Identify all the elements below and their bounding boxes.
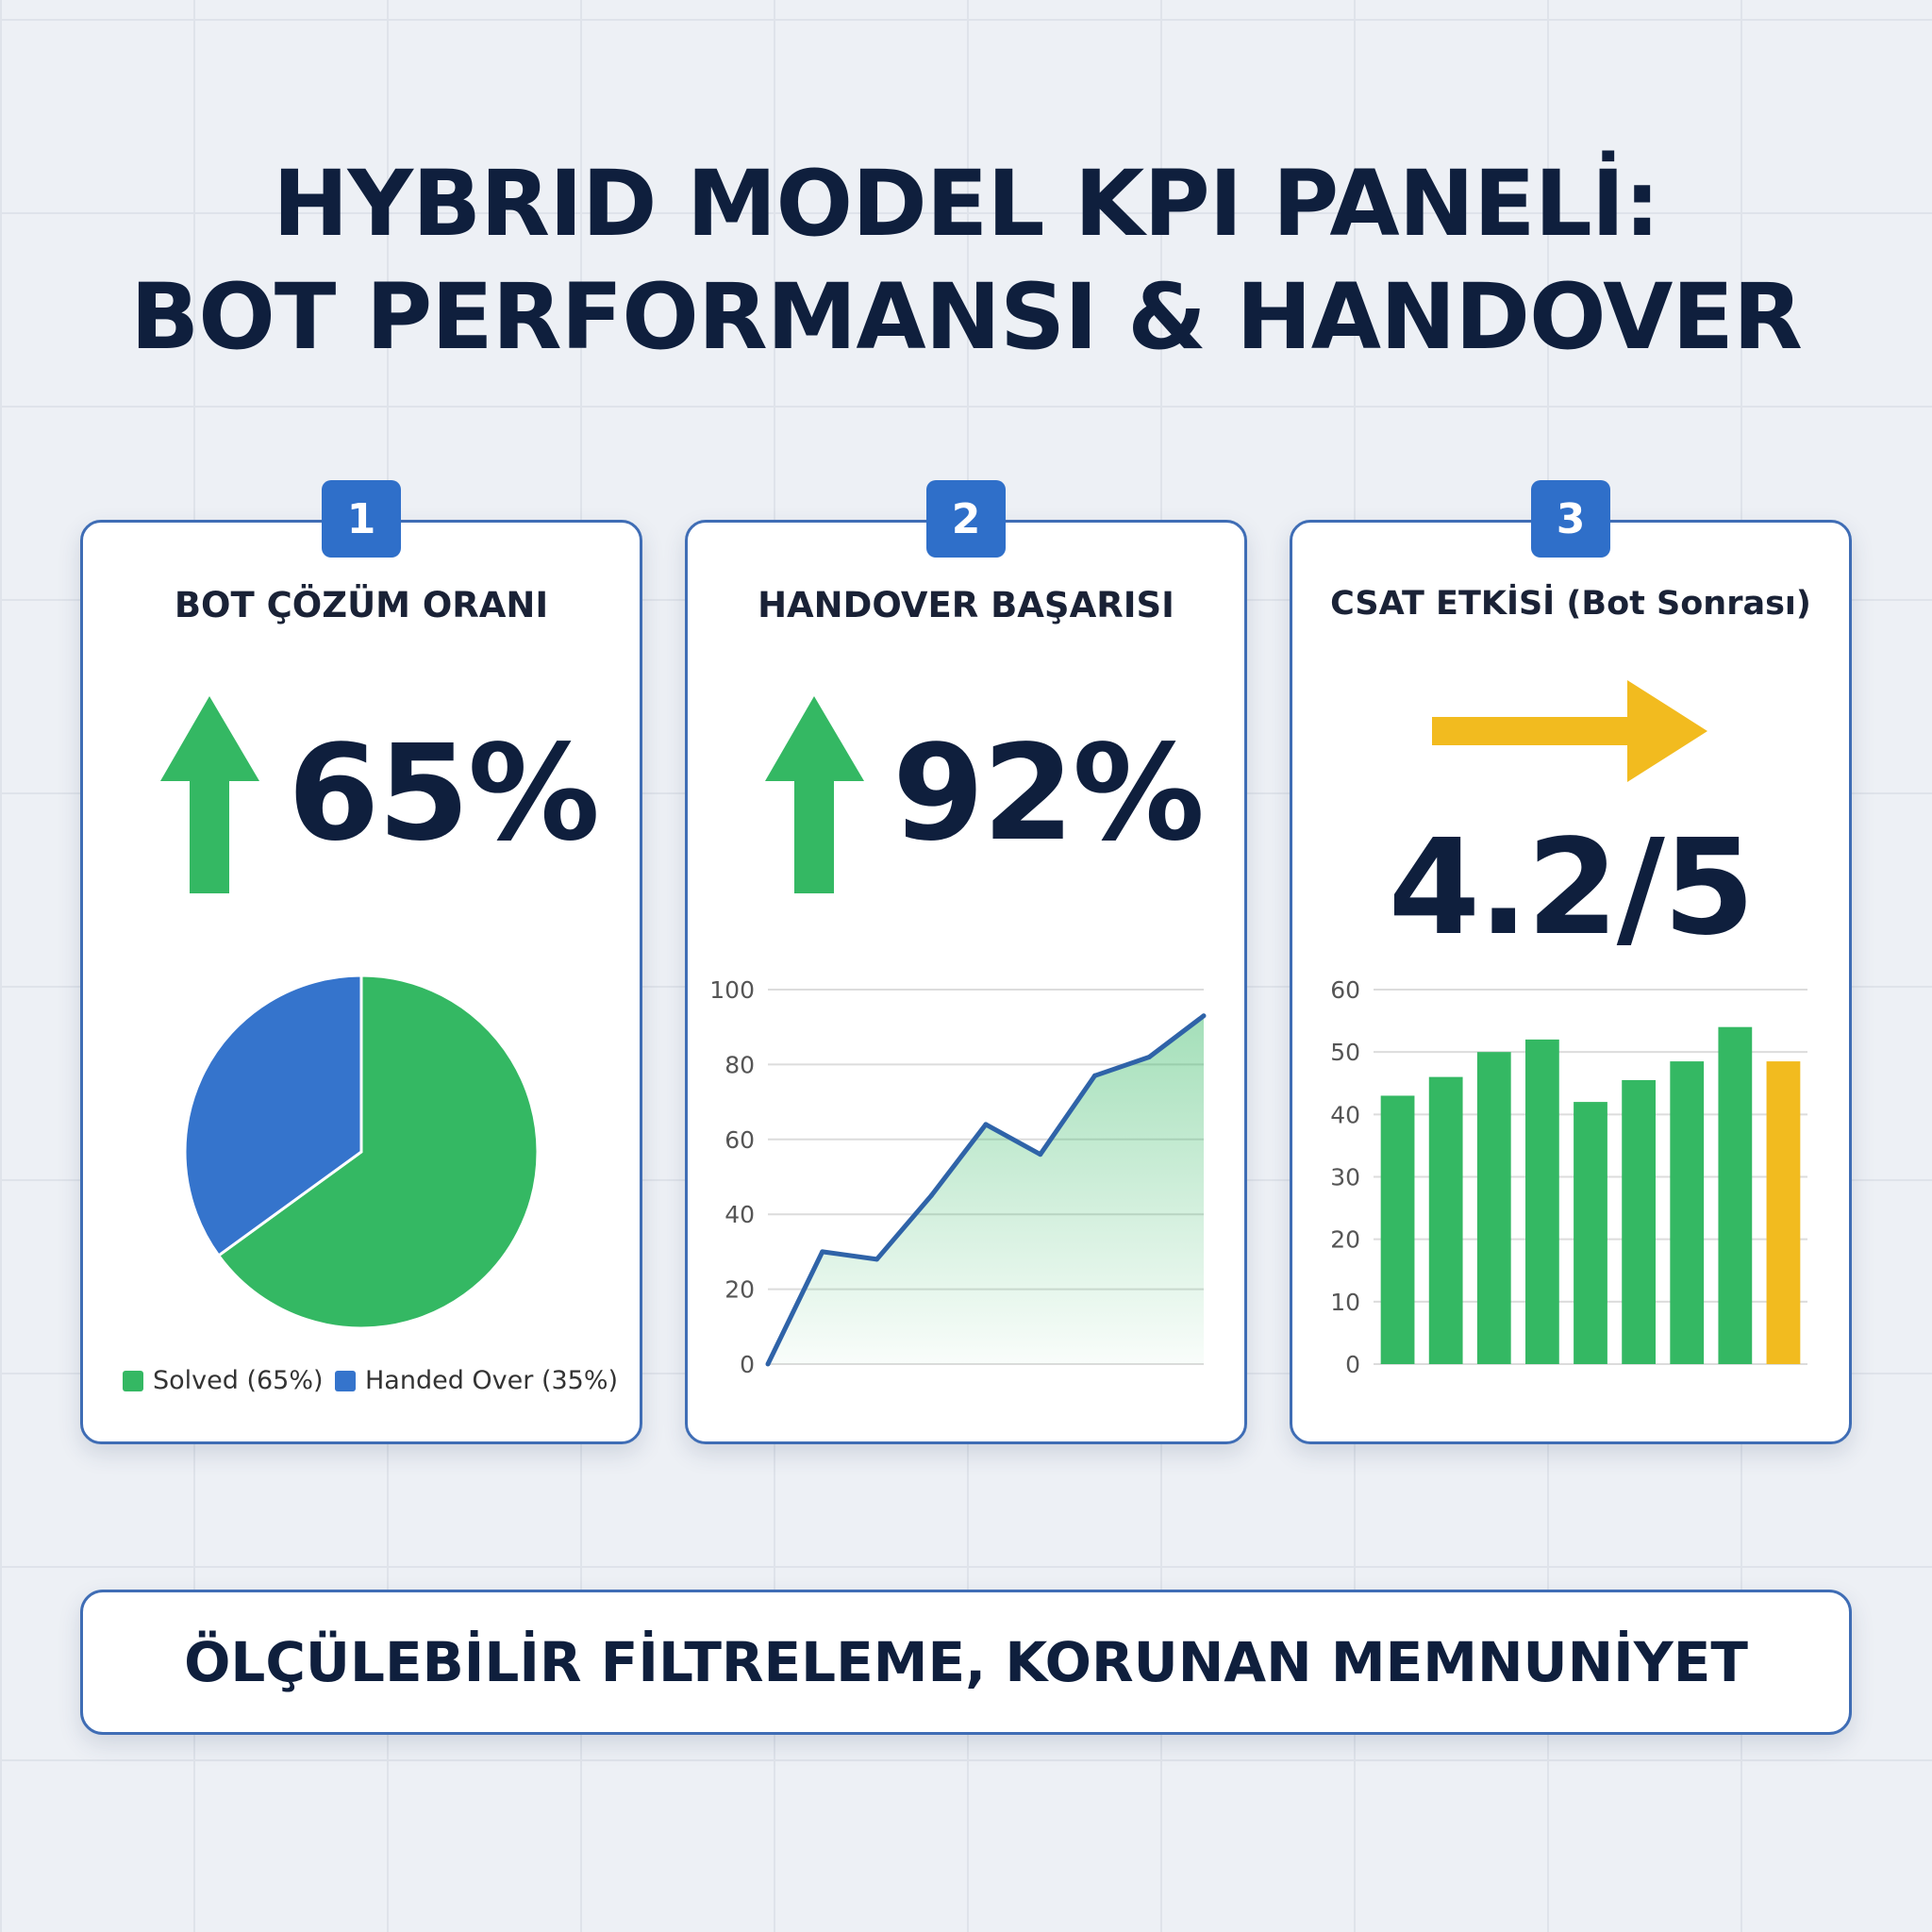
- y-tick-label: 10: [1330, 1289, 1360, 1316]
- arrow-right-icon: [1432, 680, 1707, 782]
- bar: [1718, 1026, 1753, 1364]
- legend-swatch: [335, 1370, 356, 1391]
- data-point: [874, 1257, 879, 1262]
- data-point: [1092, 1073, 1097, 1078]
- legend-solved: Solved (65%): [123, 1366, 324, 1395]
- bar: [1525, 1039, 1559, 1364]
- data-point: [820, 1249, 825, 1255]
- badge-1: 1: [322, 480, 401, 558]
- y-tick-label: 60: [1330, 976, 1360, 1004]
- page-title-line1: HYBRID MODEL KPI PANELİ:: [273, 151, 1660, 257]
- card-title: BOT ÇÖZÜM ORANI: [174, 585, 549, 625]
- pie-slice: [216, 974, 540, 1330]
- data-point: [1146, 1054, 1152, 1059]
- data-point: [1201, 1013, 1207, 1019]
- card-title: HANDOVER BAŞARISI: [758, 585, 1174, 625]
- card-title: CSAT ETKİSİ (Bot Sonrası): [1330, 585, 1811, 623]
- pie-slice: [183, 974, 363, 1258]
- data-point: [765, 1361, 771, 1367]
- bar: [1476, 1052, 1511, 1364]
- page-title-line2: BOT PERFORMANSI & HANDOVER: [130, 264, 1803, 370]
- y-tick-label: 40: [1330, 1101, 1360, 1128]
- bar: [1670, 1061, 1705, 1364]
- y-tick-label: 50: [1330, 1039, 1360, 1066]
- bar: [1622, 1079, 1656, 1364]
- bar: [1766, 1061, 1801, 1364]
- kpi-value: 92%: [892, 717, 1205, 871]
- y-tick-label: 40: [724, 1201, 755, 1228]
- legend-label: Solved (65%): [153, 1366, 324, 1395]
- badge-2: 2: [926, 480, 1006, 558]
- kpi-value: 65%: [288, 717, 600, 871]
- y-tick-label: 60: [724, 1126, 755, 1154]
- arrow-up-icon: [765, 696, 864, 893]
- y-tick-label: 0: [740, 1351, 755, 1378]
- data-point: [983, 1122, 989, 1127]
- legend-swatch: [123, 1370, 143, 1391]
- y-tick-label: 20: [724, 1276, 755, 1304]
- kpi-value: 4.2/5: [1388, 811, 1756, 965]
- y-tick-label: 30: [1330, 1164, 1360, 1191]
- bar: [1428, 1076, 1463, 1364]
- legend-handed-over: Handed Over (35%): [335, 1366, 618, 1395]
- arrow-up-icon: [160, 696, 259, 893]
- area-fill: [768, 1015, 1204, 1364]
- data-point: [1038, 1152, 1043, 1158]
- summary-banner: ÖLÇÜLEBİLİR FİLTRELEME, KORUNAN MEMNUNİY…: [80, 1590, 1852, 1735]
- y-tick-label: 0: [1345, 1351, 1360, 1378]
- bar: [1574, 1102, 1607, 1364]
- y-tick-label: 80: [724, 1051, 755, 1078]
- legend-label: Handed Over (35%): [365, 1366, 619, 1395]
- y-tick-label: 100: [709, 976, 755, 1004]
- y-tick-label: 20: [1330, 1226, 1360, 1254]
- data-point: [928, 1192, 934, 1198]
- bar: [1380, 1095, 1415, 1364]
- badge-3: 3: [1531, 480, 1610, 558]
